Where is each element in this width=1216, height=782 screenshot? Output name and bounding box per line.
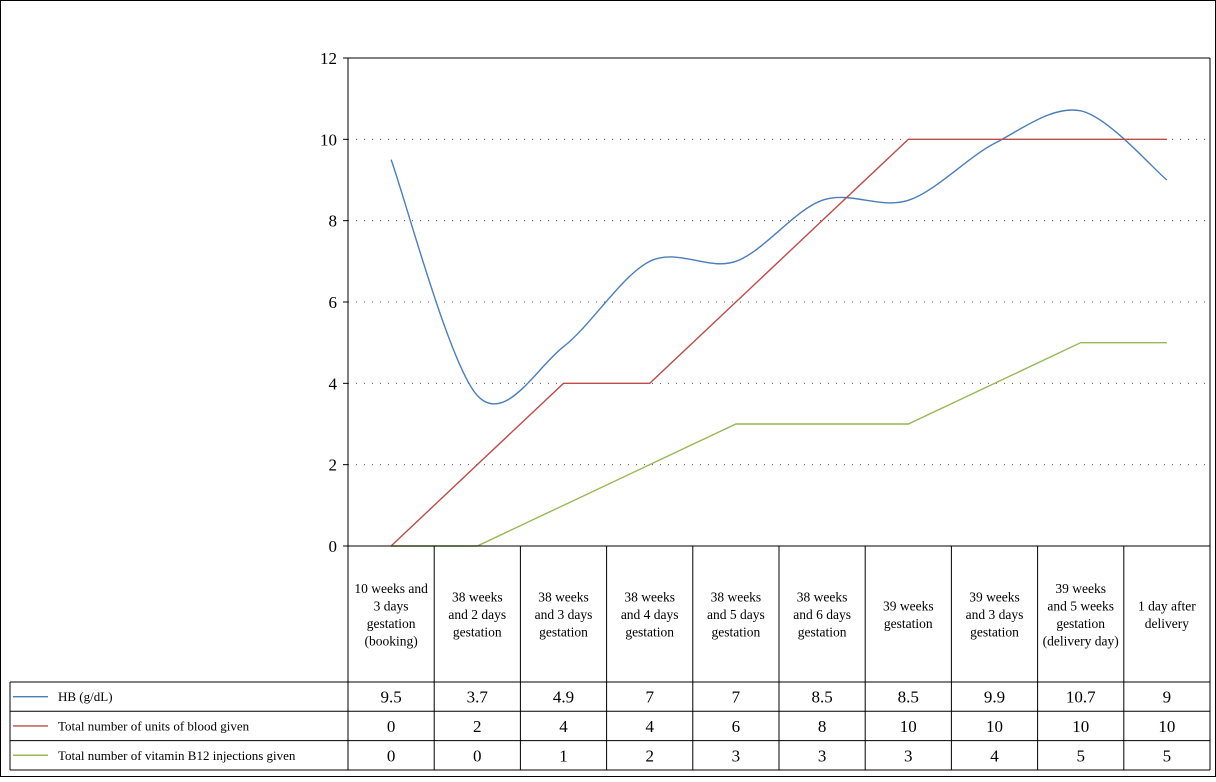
table-value-1-1: 2 (473, 717, 482, 736)
table-value-2-6: 3 (904, 746, 913, 765)
y-tick-label-4: 4 (329, 374, 338, 393)
category-label-2: 38 weeks and 3 days gestation (535, 590, 593, 640)
table-value-2-2: 1 (559, 746, 568, 765)
category-label-7: 39 weeks and 3 days gestation (966, 590, 1024, 640)
legend-label-0: HB (g/dL) (58, 689, 113, 704)
table-value-0-7: 9.9 (984, 688, 1005, 707)
category-label-6: 39 weeks gestation (883, 598, 934, 631)
table-value-0-5: 8.5 (811, 688, 832, 707)
table-value-0-2: 4.9 (553, 688, 574, 707)
table-value-2-7: 4 (990, 746, 999, 765)
category-label-1: 38 weeks and 2 days gestation (448, 590, 506, 640)
series-line-2 (391, 341, 1167, 547)
category-label-3: 38 weeks and 4 days gestation (621, 590, 679, 640)
category-label-8: 39 weeks and 5 weeks gestation (delivery da… (1043, 581, 1119, 649)
y-tick-label-6: 6 (329, 293, 338, 312)
table-value-1-6: 10 (900, 717, 917, 736)
table-value-0-1: 3.7 (467, 688, 489, 707)
y-tick-label-12: 12 (320, 49, 337, 68)
y-tick-label-10: 10 (320, 130, 337, 149)
table-value-2-4: 3 (732, 746, 741, 765)
table-value-2-8: 5 (1076, 746, 1085, 765)
table-value-2-0: 0 (387, 746, 396, 765)
table-value-0-4: 7 (732, 688, 741, 707)
category-label-5: 38 weeks and 6 days gestation (793, 590, 851, 640)
table-value-1-4: 6 (732, 717, 741, 736)
table-value-2-3: 2 (645, 746, 654, 765)
table-value-0-0: 9.5 (380, 688, 401, 707)
table-value-1-0: 0 (387, 717, 396, 736)
table-value-2-5: 3 (818, 746, 827, 765)
series-line-0 (390, 109, 1168, 405)
table-value-1-2: 4 (559, 717, 568, 736)
table-value-1-8: 10 (1072, 717, 1089, 736)
series-lines (390, 109, 1168, 547)
table-value-0-3: 7 (645, 688, 654, 707)
table-value-2-1: 0 (473, 746, 482, 765)
table-value-1-9: 10 (1158, 717, 1175, 736)
table-value-1-5: 8 (818, 717, 827, 736)
y-tick-label-2: 2 (329, 456, 338, 475)
table-value-1-7: 10 (986, 717, 1003, 736)
y-tick-label-0: 0 (329, 537, 338, 556)
category-label-4: 38 weeks and 5 days gestation (707, 590, 765, 640)
series-line-1 (390, 138, 1167, 547)
table-value-0-8: 10.7 (1066, 688, 1096, 707)
table-value-2-9: 5 (1163, 746, 1172, 765)
y-tick-label-8: 8 (329, 212, 338, 231)
category-label-9: 1 day after delivery (1138, 598, 1196, 631)
data-table: 10 weeks and 3 days gestation (booking) 38 w… (9, 545, 1211, 771)
table-value-0-9: 9 (1163, 688, 1172, 707)
table-value-1-3: 4 (645, 717, 654, 736)
y-axis: 0 2 4 6 8 10 12 (320, 49, 1211, 556)
legend-label-2: Total number of vitamin B12 injections g… (58, 748, 296, 763)
legend-label-1: Total number of units of blood given (58, 718, 250, 733)
category-label-0: 10 weeks and 3 days gestation (booking) (354, 581, 428, 649)
table-value-0-6: 8.5 (898, 688, 919, 707)
